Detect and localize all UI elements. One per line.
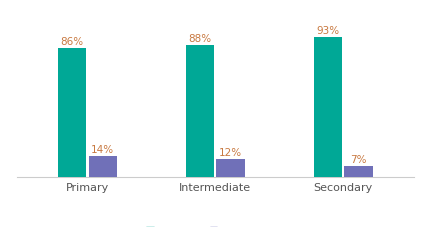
Text: 88%: 88% xyxy=(188,34,211,44)
Bar xyxy=(89,156,117,177)
Bar xyxy=(314,38,342,177)
Text: 12%: 12% xyxy=(219,147,242,157)
Text: 93%: 93% xyxy=(316,26,339,36)
Legend: Capable, Not capable: Capable, Not capable xyxy=(143,222,288,227)
Text: 14%: 14% xyxy=(91,144,114,154)
Bar xyxy=(186,46,214,177)
Text: 7%: 7% xyxy=(350,154,367,164)
Bar xyxy=(58,49,86,177)
Bar xyxy=(216,159,245,177)
Bar xyxy=(344,167,373,177)
Text: 86%: 86% xyxy=(60,37,84,47)
